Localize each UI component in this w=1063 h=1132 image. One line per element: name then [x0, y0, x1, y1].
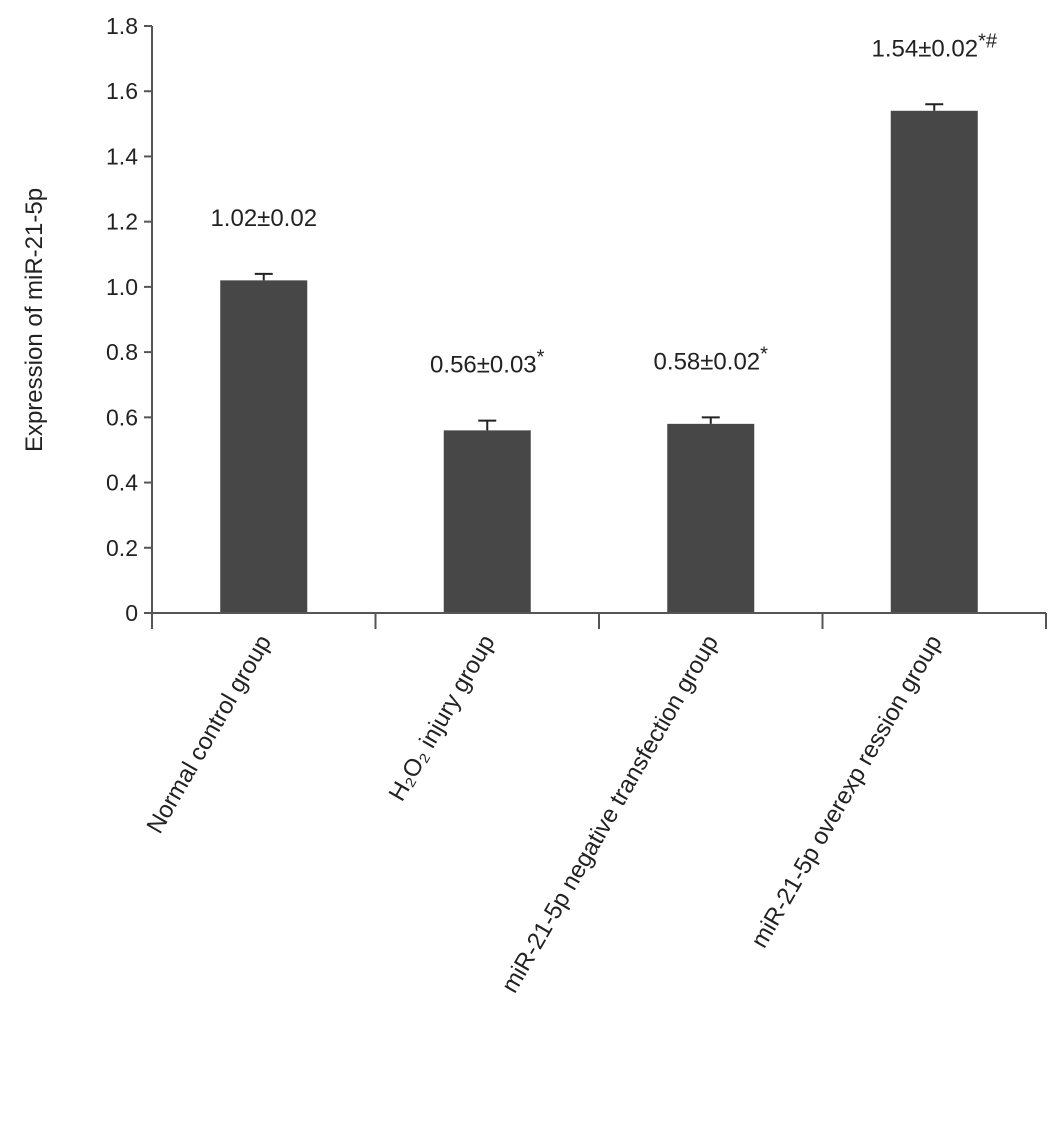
x-category-label: miR-21-5p negative transfection group [496, 631, 723, 998]
y-axis-title: Expression of miR-21-5p [21, 188, 48, 452]
y-tick-label: 1.6 [106, 78, 138, 104]
y-tick-label: 1.4 [106, 143, 138, 169]
y-tick-label: 0 [125, 600, 138, 626]
x-axis: Normal control group H₂O₂ injury groupmiR… [142, 612, 1047, 998]
data-label: 0.58±0.02* [654, 343, 769, 375]
data-label: 1.02±0.02 [210, 205, 317, 232]
data-label: 0.56±0.03* [430, 347, 545, 379]
bar [667, 423, 755, 613]
y-tick-label: 1.8 [106, 13, 138, 39]
bar [890, 110, 978, 614]
y-tick-label: 1.2 [106, 209, 138, 235]
data-label: 1.54±0.02*# [872, 30, 998, 62]
y-tick-label: 0.8 [106, 339, 138, 365]
y-tick-label: 0.6 [106, 404, 138, 430]
x-category-label: H₂O₂ injury group [384, 631, 501, 806]
x-category-label: miR-21-5p overexp ression group [746, 631, 947, 953]
y-tick-label: 0.4 [106, 470, 138, 496]
bar [220, 280, 308, 613]
y-axis: 0 0.2 0.4 0.6 0.8 1.0 1.2 1.4 1.6 1.8 [106, 13, 153, 626]
bar [443, 430, 531, 613]
data-labels: 1.02±0.02 0.56±0.03* 0.58±0.02* 1.54±0.02*# [210, 30, 997, 378]
y-tick-label: 1.0 [106, 274, 138, 300]
y-tick-label: 0.2 [106, 535, 138, 561]
bars [220, 103, 978, 614]
x-category-label: Normal control group [142, 631, 277, 839]
